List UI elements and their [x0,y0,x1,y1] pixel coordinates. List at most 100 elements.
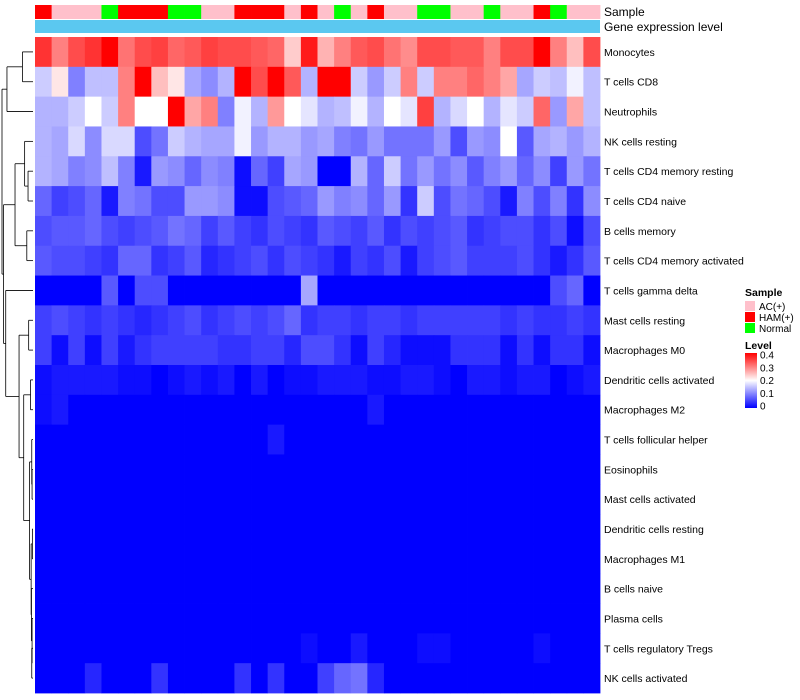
heatmap-cell [417,37,435,68]
heatmap-cell [433,514,451,545]
heatmap-cell [400,484,418,515]
heatmap-cell [483,603,501,634]
heatmap-cell [566,454,584,485]
heatmap-cell [217,186,235,217]
heatmap-cell [68,424,86,455]
heatmap-cell [483,126,501,157]
heatmap-cell [118,156,136,187]
heatmap-cell [583,156,601,187]
heatmap-cell [267,96,285,127]
heatmap-cell [251,394,269,426]
heatmap-cell [417,96,435,127]
heatmap-cell [251,543,269,575]
heatmap-cell [151,603,169,634]
heatmap-cell [417,305,435,336]
heatmap-cell [134,394,152,426]
heatmap-cell [334,663,352,694]
heatmap-cell [467,603,485,634]
heatmap-cell [400,245,418,276]
heatmap-cell [550,96,568,127]
heatmap-cell [450,365,468,396]
row-label: T cells CD8 [604,77,658,89]
heatmap-cell [417,215,435,247]
heatmap-cell [151,215,169,247]
heatmap-cell [300,215,318,247]
heatmap-cell [251,245,269,276]
heatmap-cell [583,484,601,515]
heatmap-cell [367,573,385,604]
sample-annotation-cell [217,5,235,19]
heatmap-cell [317,454,335,485]
heatmap-cell [383,66,401,98]
sample-annotation-cell [251,5,269,19]
heatmap-cell [151,424,169,455]
heatmap-cell [317,186,335,217]
heatmap-cell [350,424,368,455]
heatmap-cell [35,245,53,276]
heatmap-cell [267,126,285,157]
heatmap-cell [151,156,169,187]
heatmap-cell [533,215,551,247]
heatmap-cell [284,514,302,545]
heatmap-cell [267,37,285,68]
heatmap-cell [234,633,252,664]
heatmap-cell [101,275,119,306]
track-labels: Sample Gene expression level [604,5,723,34]
heatmap-cell [51,305,69,336]
sample-annotation-cell [417,5,435,19]
heatmap-cell [284,186,302,217]
heatmap-cell [317,394,335,426]
heatmap-cell [533,186,551,217]
heatmap-cell [400,215,418,247]
heatmap-cell [300,514,318,545]
heatmap-cell [35,424,53,455]
heatmap-cell [533,96,551,127]
heatmap-cell [118,335,136,366]
heatmap-cell [566,603,584,634]
heatmap-cell [550,37,568,68]
heatmap-cell [500,603,518,634]
heatmap-cell [516,394,534,426]
heatmap-cell [300,37,318,68]
heatmap-cell [367,215,385,247]
heatmap-cell [417,335,435,366]
legend-sample-swatch [745,323,755,333]
heatmap-cell [450,126,468,157]
heatmap-cell [118,603,136,634]
heatmap-cell [84,484,102,515]
heatmap-cell [84,245,102,276]
heatmap-cell [267,484,285,515]
heatmap-cell [284,66,302,98]
heatmap-cell [167,543,185,575]
heatmap-cell [118,663,136,694]
heatmap-cell [417,126,435,157]
heatmap-cell [284,126,302,157]
heatmap-cell [583,215,601,247]
heatmap-cell [84,186,102,217]
heatmap-cell [533,424,551,455]
heatmap-cell [417,275,435,306]
heatmap-cell [300,573,318,604]
sample-annotation-cell [101,5,119,19]
sample-annotation-cell [134,5,152,19]
heatmap-cell [51,335,69,366]
row-label: T cells regulatory Tregs [604,643,713,655]
heatmap-cell [433,215,451,247]
heatmap-cell [118,126,136,157]
heatmap-cell [450,454,468,485]
heatmap-cell [400,335,418,366]
heatmap-cell [516,186,534,217]
heatmap-cell [350,245,368,276]
heatmap-cell [383,394,401,426]
heatmap-cell [516,126,534,157]
heatmap-cell [201,424,219,455]
heatmap-cell [251,275,269,306]
heatmap-cell [550,663,568,694]
heatmap-cell [51,543,69,575]
heatmap-cell [467,573,485,604]
heatmap-cell [167,514,185,545]
heatmap-cell [450,156,468,187]
heatmap-cell [184,156,202,187]
heatmap-cell [101,245,119,276]
heatmap-cell [400,514,418,545]
